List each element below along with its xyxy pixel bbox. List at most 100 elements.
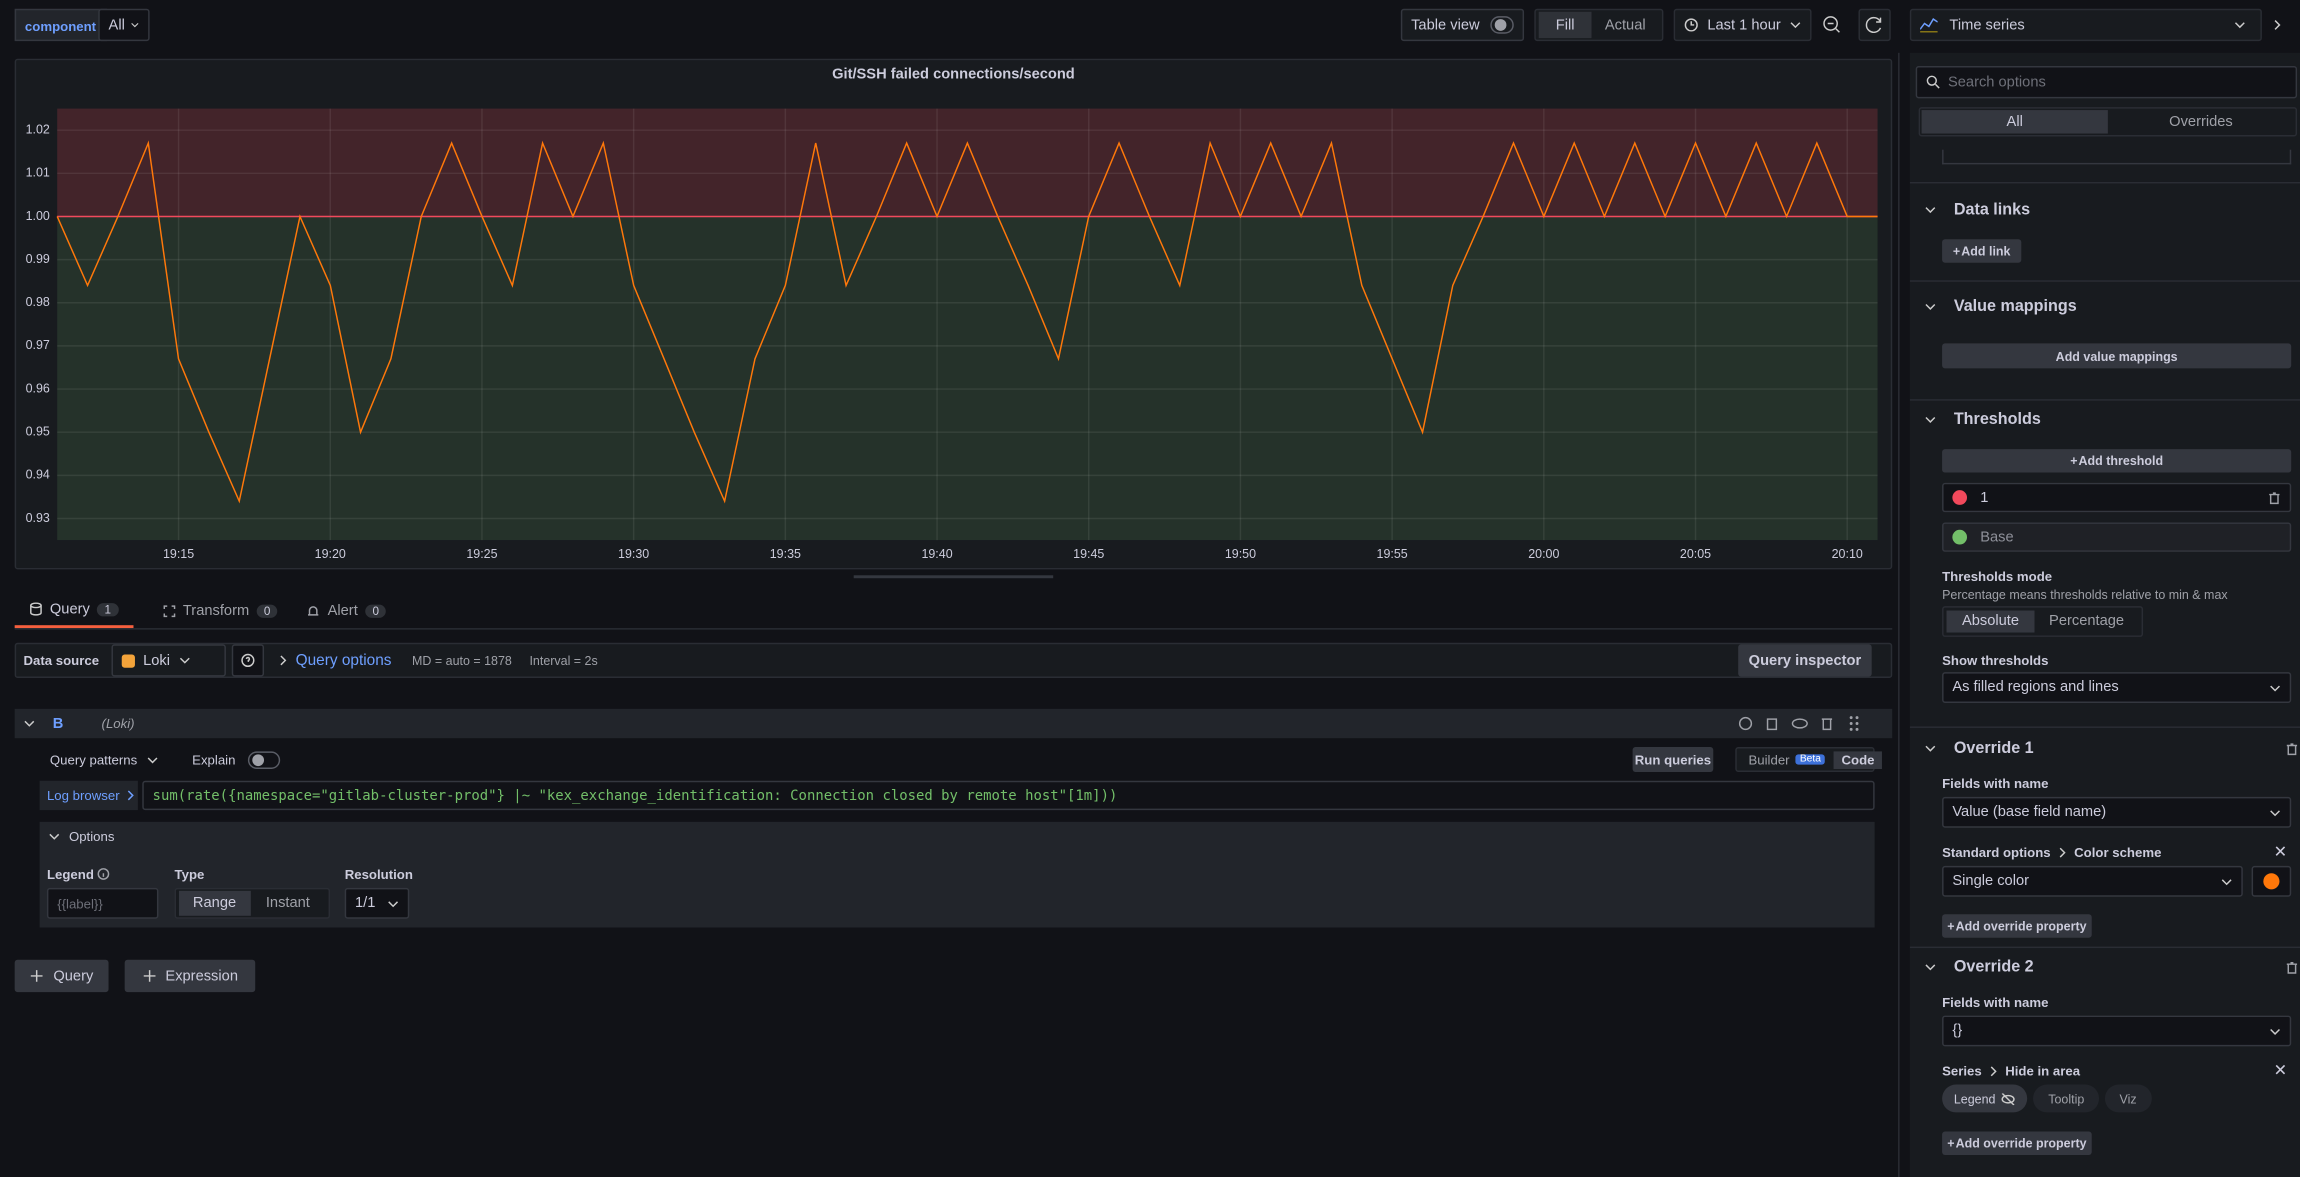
tab-count: 0 <box>256 603 278 618</box>
chevron-icon <box>388 900 398 907</box>
matcher-label: Fields with name <box>1942 776 2049 792</box>
thresholds-mode-desc: Percentage means thresholds relative to … <box>1942 587 2228 602</box>
hide-in-area-chips: Legend Tooltip Viz <box>1942 1084 2152 1113</box>
section-divider <box>1909 280 2300 282</box>
viz-picker[interactable]: Time series <box>1909 8 2262 42</box>
plus-icon <box>31 970 44 982</box>
type-instant[interactable]: Instant <box>265 895 310 912</box>
section-divider <box>1909 399 2300 401</box>
data-source-picker[interactable]: Loki <box>110 644 226 677</box>
query-patterns[interactable]: Query patterns <box>50 748 158 771</box>
chevron-right <box>127 790 134 801</box>
remove-property[interactable]: ✕ <box>2273 843 2288 862</box>
query-options[interactable]: Query options <box>295 651 392 670</box>
property-path: Standard options Color scheme <box>1942 845 2161 860</box>
show-thresholds-select[interactable]: As filled regions and lines <box>1942 672 2292 703</box>
expand-icon <box>279 655 286 666</box>
table-view-toggle[interactable]: Table view <box>1400 8 1525 42</box>
delete-override[interactable] <box>2285 743 2298 756</box>
pane-divider <box>1898 52 1900 1177</box>
tab-alert[interactable]: Alert 0 <box>307 602 387 619</box>
override-title: Override 2 <box>1953 958 2034 976</box>
explain-toggle[interactable]: Explain <box>192 748 280 771</box>
help-button[interactable] <box>231 644 264 677</box>
query-inspector[interactable]: Query inspector <box>1738 644 1872 677</box>
chip-viz[interactable]: Viz <box>2104 1084 2152 1113</box>
switch-knob <box>1494 19 1507 31</box>
show-thresholds-label: Show thresholds <box>1942 653 2049 668</box>
show-thresholds-value: As filled regions and lines <box>1952 679 2119 696</box>
collapse-pane[interactable] <box>2266 9 2289 41</box>
tab-transform[interactable]: Transform 0 <box>162 602 278 619</box>
color-scheme-select[interactable]: Single color <box>1942 865 2243 897</box>
fill-option[interactable]: Fill <box>1538 11 1592 39</box>
add-override-label: Add override property <box>1955 1135 2087 1151</box>
switch <box>1489 16 1514 34</box>
code-option[interactable]: Code <box>1834 750 1882 769</box>
data-source-label: Data source <box>23 653 100 668</box>
tab-count: 0 <box>365 603 387 618</box>
color-scheme-value: Single color <box>1952 873 2030 890</box>
property-name: Hide in area <box>2005 1063 2081 1079</box>
run-queries[interactable]: Run queries <box>1632 746 1714 772</box>
chip-tooltip[interactable]: Tooltip <box>2033 1084 2099 1113</box>
mode-absolute[interactable]: Absolute <box>1946 610 2035 633</box>
add-link[interactable]: + Add link <box>1942 239 2022 263</box>
y-tick-label: 1.01 <box>26 166 50 180</box>
chip-label: Legend <box>1953 1091 1996 1106</box>
tab-label: Transform <box>182 602 250 619</box>
add-expression-label: Expression <box>165 967 238 985</box>
search-placeholder: Search options <box>1947 74 2046 91</box>
x-tick-label: 19:55 <box>1377 547 1408 561</box>
query-expression: sum(rate({namespace="gitlab-cluster-prod… <box>142 780 1875 811</box>
tab-overrides[interactable]: Overrides <box>2169 113 2233 130</box>
add-query[interactable]: Query <box>14 959 109 993</box>
threshold-color[interactable] <box>1952 490 1968 505</box>
options-header: Options <box>48 829 114 844</box>
variable-label: component <box>14 8 107 42</box>
chevron-icon <box>2270 684 2280 691</box>
resolution-select[interactable]: 1/1 <box>344 887 410 919</box>
timeseries-icon <box>1920 18 1938 33</box>
variable-select[interactable]: All <box>98 8 150 42</box>
query-patterns-label: Query patterns <box>49 752 138 768</box>
matcher-select[interactable]: Value (base field name) <box>1942 796 2292 828</box>
color-swatch[interactable] <box>2263 873 2280 890</box>
tab-query[interactable]: Query 1 <box>14 593 134 629</box>
add-value-mappings[interactable]: Add value mappings <box>1942 343 2292 369</box>
remove-property[interactable]: ✕ <box>2273 1062 2288 1081</box>
zoom-out-button[interactable] <box>1816 9 1848 41</box>
property-group: Series <box>1942 1063 1982 1079</box>
add-expression[interactable]: Expression <box>124 959 256 993</box>
search-options[interactable]: Search options <box>1915 66 2298 99</box>
chip-legend[interactable]: Legend <box>1942 1084 2028 1113</box>
log-browser[interactable]: Log browser <box>39 780 138 811</box>
add-override-property[interactable]: + Add override property <box>1942 1131 2092 1155</box>
add-threshold[interactable]: + Add threshold <box>1942 449 2292 473</box>
delete-icon <box>2269 491 2280 504</box>
refresh-button[interactable] <box>1858 8 1891 42</box>
mode-percentage[interactable]: Percentage <box>2049 613 2125 630</box>
time-picker[interactable]: Last 1 hour <box>1673 8 1812 42</box>
add-override-property[interactable]: + Add override property <box>1942 914 2092 938</box>
collapse-icon <box>49 833 60 840</box>
x-tick-label: 19:30 <box>618 547 649 561</box>
editor-mode: Builder Beta Code <box>1735 746 1882 772</box>
actual-option[interactable]: Actual <box>1604 16 1646 34</box>
legend-input[interactable]: {{label}} <box>46 887 159 919</box>
tab-all[interactable]: All <box>1921 110 2108 134</box>
delete-override[interactable] <box>2285 961 2298 974</box>
builder-option[interactable]: Builder <box>1748 752 1790 767</box>
matcher-select[interactable]: {} <box>1942 1015 2292 1047</box>
scroll-stub <box>1942 149 2292 165</box>
threshold-base-color[interactable] <box>1952 529 1968 545</box>
eye-slash-icon <box>2002 1092 2016 1105</box>
beta-badge: Beta <box>1795 754 1826 765</box>
threshold-row: 1 <box>1942 482 2292 513</box>
row-actions <box>1738 716 1859 731</box>
type-range[interactable]: Range <box>178 890 251 916</box>
property-group: Standard options <box>1942 845 2051 861</box>
resolution-label: Resolution <box>344 867 413 883</box>
